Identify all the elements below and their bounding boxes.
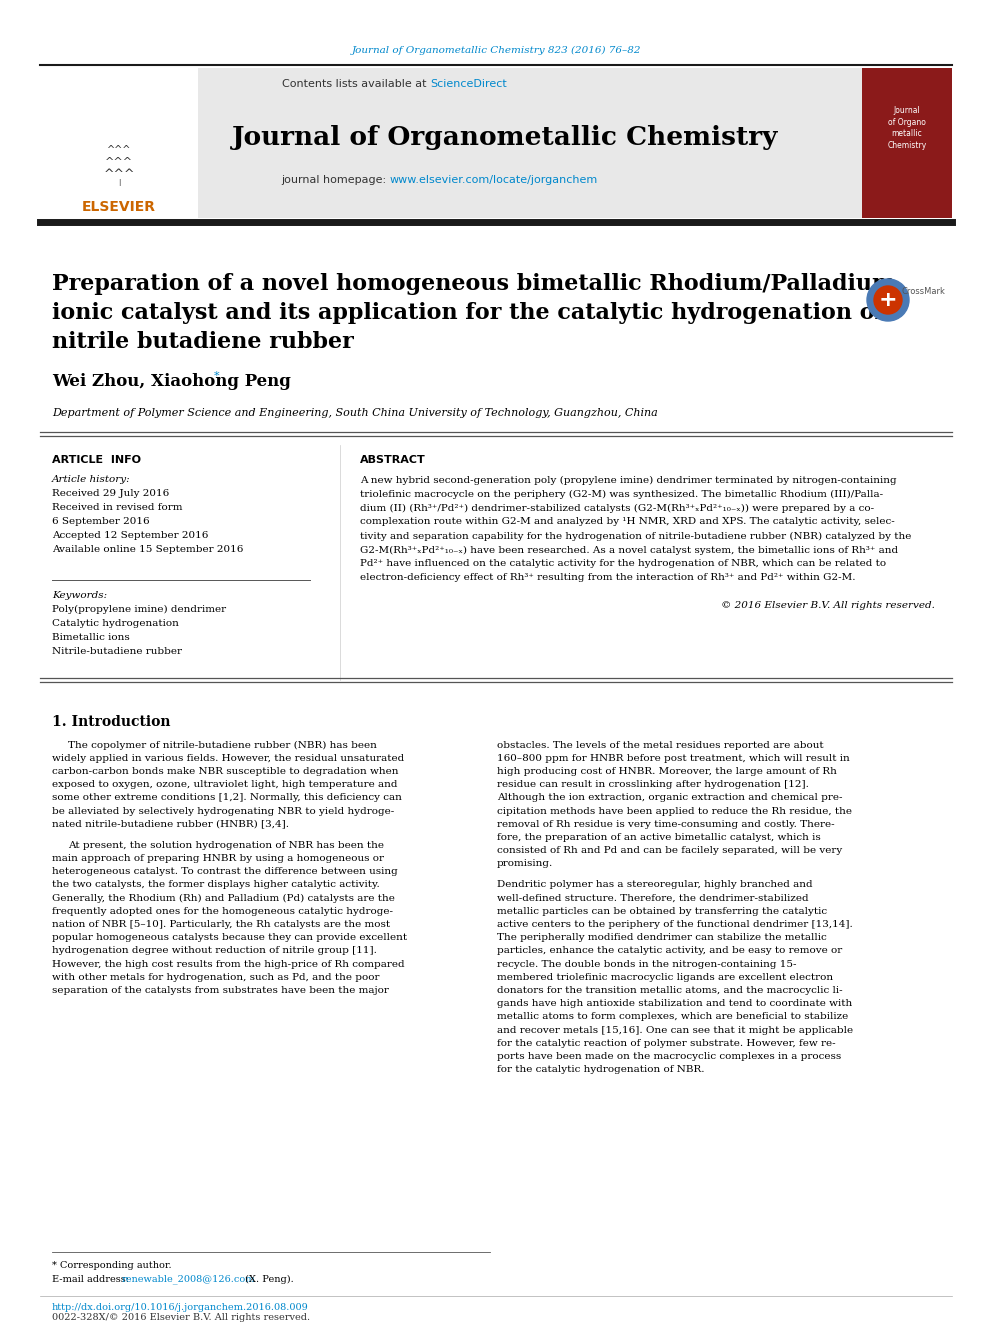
- Text: A new hybrid second-generation poly (propylene imine) dendrimer terminated by ni: A new hybrid second-generation poly (pro…: [360, 475, 897, 484]
- Text: Received in revised form: Received in revised form: [52, 504, 183, 512]
- Bar: [40, 67, 198, 218]
- Text: carbon-carbon bonds make NBR susceptible to degradation when: carbon-carbon bonds make NBR susceptible…: [52, 767, 399, 775]
- Text: membered triolefinic macrocyclic ligands are excellent electron: membered triolefinic macrocyclic ligands…: [497, 972, 833, 982]
- Text: CrossMark: CrossMark: [901, 287, 945, 296]
- Text: www.elsevier.com/locate/jorganchem: www.elsevier.com/locate/jorganchem: [390, 175, 598, 185]
- Text: (X. Peng).: (X. Peng).: [242, 1274, 294, 1283]
- Circle shape: [874, 286, 902, 314]
- Text: gands have high antioxide stabilization and tend to coordinate with: gands have high antioxide stabilization …: [497, 999, 852, 1008]
- Text: heterogeneous catalyst. To contrast the difference between using: heterogeneous catalyst. To contrast the …: [52, 867, 398, 876]
- Text: ^^^: ^^^: [103, 168, 135, 181]
- Text: tivity and separation capability for the hydrogenation of nitrile-butadiene rubb: tivity and separation capability for the…: [360, 532, 912, 541]
- Text: with other metals for hydrogenation, such as Pd, and the poor: with other metals for hydrogenation, suc…: [52, 972, 380, 982]
- Text: ^^^: ^^^: [107, 146, 131, 155]
- Text: Keywords:: Keywords:: [52, 590, 107, 599]
- Text: electron-deficiency effect of Rh³⁺ resulting from the interaction of Rh³⁺ and Pd: electron-deficiency effect of Rh³⁺ resul…: [360, 573, 855, 582]
- Text: hydrogenation degree without reduction of nitrile group [11].: hydrogenation degree without reduction o…: [52, 946, 377, 955]
- Text: 6 September 2016: 6 September 2016: [52, 517, 150, 527]
- Text: |: |: [118, 179, 120, 185]
- Text: Although the ion extraction, organic extraction and chemical pre-: Although the ion extraction, organic ext…: [497, 794, 842, 802]
- Text: main approach of preparing HNBR by using a homogeneous or: main approach of preparing HNBR by using…: [52, 855, 384, 863]
- Text: recycle. The double bonds in the nitrogen-containing 15-: recycle. The double bonds in the nitroge…: [497, 959, 797, 968]
- Text: ScienceDirect: ScienceDirect: [430, 79, 507, 89]
- Text: * Corresponding author.: * Corresponding author.: [52, 1261, 172, 1270]
- Text: Nitrile-butadiene rubber: Nitrile-butadiene rubber: [52, 647, 182, 655]
- Text: residue can result in crosslinking after hydrogenation [12].: residue can result in crosslinking after…: [497, 781, 808, 789]
- Text: popular homogeneous catalysts because they can provide excellent: popular homogeneous catalysts because th…: [52, 933, 407, 942]
- Text: ARTICLE  INFO: ARTICLE INFO: [52, 455, 141, 464]
- Text: ionic catalyst and its application for the catalytic hydrogenation of: ionic catalyst and its application for t…: [52, 302, 884, 324]
- Text: high producing cost of HNBR. Moreover, the large amount of Rh: high producing cost of HNBR. Moreover, t…: [497, 767, 837, 775]
- Circle shape: [867, 279, 909, 321]
- Text: ports have been made on the macrocyclic complexes in a process: ports have been made on the macrocyclic …: [497, 1052, 841, 1061]
- Text: Catalytic hydrogenation: Catalytic hydrogenation: [52, 618, 179, 627]
- Text: Journal
of Organo
metallic
Chemistry: Journal of Organo metallic Chemistry: [888, 106, 927, 151]
- Text: for the catalytic reaction of polymer substrate. However, few re-: for the catalytic reaction of polymer su…: [497, 1039, 835, 1048]
- Bar: [40, 67, 952, 218]
- Text: Received 29 July 2016: Received 29 July 2016: [52, 490, 170, 499]
- Text: active centers to the periphery of the functional dendrimer [13,14].: active centers to the periphery of the f…: [497, 919, 853, 929]
- Text: complexation route within G2-M and analyzed by ¹H NMR, XRD and XPS. The catalyti: complexation route within G2-M and analy…: [360, 517, 895, 527]
- Text: Bimetallic ions: Bimetallic ions: [52, 632, 130, 642]
- Text: Available online 15 September 2016: Available online 15 September 2016: [52, 545, 243, 554]
- Text: exposed to oxygen, ozone, ultraviolet light, high temperature and: exposed to oxygen, ozone, ultraviolet li…: [52, 781, 398, 789]
- Text: renewable_2008@126.com: renewable_2008@126.com: [122, 1274, 256, 1283]
- Text: Journal of Organometallic Chemistry 823 (2016) 76–82: Journal of Organometallic Chemistry 823 …: [351, 45, 641, 54]
- Text: At present, the solution hydrogenation of NBR has been the: At present, the solution hydrogenation o…: [68, 841, 384, 849]
- Text: ELSEVIER: ELSEVIER: [82, 200, 156, 214]
- Text: Dendritic polymer has a stereoregular, highly branched and: Dendritic polymer has a stereoregular, h…: [497, 880, 812, 889]
- Text: E-mail address:: E-mail address:: [52, 1274, 132, 1283]
- Text: Poly(propylene imine) dendrimer: Poly(propylene imine) dendrimer: [52, 605, 226, 614]
- Text: ^^^: ^^^: [105, 157, 133, 167]
- Text: nitrile butadiene rubber: nitrile butadiene rubber: [52, 331, 354, 353]
- Text: Pd²⁺ have influenced on the catalytic activity for the hydrogenation of NBR, whi: Pd²⁺ have influenced on the catalytic ac…: [360, 560, 886, 569]
- Text: be alleviated by selectively hydrogenating NBR to yield hydroge-: be alleviated by selectively hydrogenati…: [52, 807, 394, 815]
- Text: However, the high cost results from the high-price of Rh compared: However, the high cost results from the …: [52, 959, 405, 968]
- Text: 0022-328X/© 2016 Elsevier B.V. All rights reserved.: 0022-328X/© 2016 Elsevier B.V. All right…: [52, 1314, 310, 1323]
- Text: http://dx.doi.org/10.1016/j.jorganchem.2016.08.009: http://dx.doi.org/10.1016/j.jorganchem.2…: [52, 1303, 309, 1311]
- Text: 1. Introduction: 1. Introduction: [52, 714, 171, 729]
- Bar: [862, 67, 952, 218]
- Text: the two catalysts, the former displays higher catalytic activity.: the two catalysts, the former displays h…: [52, 880, 380, 889]
- Text: nated nitrile-butadiene rubber (HNBR) [3,4].: nated nitrile-butadiene rubber (HNBR) [3…: [52, 820, 289, 828]
- Text: cipitation methods have been applied to reduce the Rh residue, the: cipitation methods have been applied to …: [497, 807, 852, 815]
- Text: metallic atoms to form complexes, which are beneficial to stabilize: metallic atoms to form complexes, which …: [497, 1012, 848, 1021]
- Text: dium (II) (Rh³⁺/Pd²⁺) dendrimer-stabilized catalysts (G2-M(Rh³⁺ₓPd²⁺₁₀₋ₓ)) were : dium (II) (Rh³⁺/Pd²⁺) dendrimer-stabiliz…: [360, 504, 874, 512]
- Text: *: *: [214, 370, 219, 381]
- Text: Journal of Organometallic Chemistry: Journal of Organometallic Chemistry: [232, 126, 778, 151]
- Text: Contents lists available at: Contents lists available at: [282, 79, 430, 89]
- Text: for the catalytic hydrogenation of NBR.: for the catalytic hydrogenation of NBR.: [497, 1065, 704, 1074]
- Text: some other extreme conditions [1,2]. Normally, this deficiency can: some other extreme conditions [1,2]. Nor…: [52, 794, 402, 802]
- Text: separation of the catalysts from substrates have been the major: separation of the catalysts from substra…: [52, 986, 389, 995]
- Text: donators for the transition metallic atoms, and the macrocyclic li-: donators for the transition metallic ato…: [497, 986, 842, 995]
- Text: triolefinic macrocycle on the periphery (G2-M) was synthesized. The bimetallic R: triolefinic macrocycle on the periphery …: [360, 490, 883, 499]
- Text: Wei Zhou, Xiaohong Peng: Wei Zhou, Xiaohong Peng: [52, 373, 291, 390]
- Text: Accepted 12 September 2016: Accepted 12 September 2016: [52, 532, 208, 541]
- Text: frequently adopted ones for the homogeneous catalytic hydroge-: frequently adopted ones for the homogene…: [52, 906, 393, 916]
- Text: +: +: [879, 290, 898, 310]
- Text: Preparation of a novel homogeneous bimetallic Rhodium/Palladium: Preparation of a novel homogeneous bimet…: [52, 273, 896, 295]
- Text: widely applied in various fields. However, the residual unsaturated: widely applied in various fields. Howeve…: [52, 754, 405, 762]
- Text: Department of Polymer Science and Engineering, South China University of Technol: Department of Polymer Science and Engine…: [52, 407, 658, 418]
- Text: G2-M(Rh³⁺ₓPd²⁺₁₀₋ₓ) have been researched. As a novel catalyst system, the bimeta: G2-M(Rh³⁺ₓPd²⁺₁₀₋ₓ) have been researched…: [360, 545, 898, 554]
- Text: The copolymer of nitrile-butadiene rubber (NBR) has been: The copolymer of nitrile-butadiene rubbe…: [68, 741, 377, 750]
- Text: Generally, the Rhodium (Rh) and Palladium (Pd) catalysts are the: Generally, the Rhodium (Rh) and Palladiu…: [52, 893, 395, 902]
- Text: obstacles. The levels of the metal residues reported are about: obstacles. The levels of the metal resid…: [497, 741, 823, 750]
- Text: ABSTRACT: ABSTRACT: [360, 455, 426, 464]
- Text: journal homepage:: journal homepage:: [282, 175, 390, 185]
- Text: particles, enhance the catalytic activity, and be easy to remove or: particles, enhance the catalytic activit…: [497, 946, 842, 955]
- Text: metallic particles can be obtained by transferring the catalytic: metallic particles can be obtained by tr…: [497, 906, 827, 916]
- Text: Article history:: Article history:: [52, 475, 131, 484]
- Text: © 2016 Elsevier B.V. All rights reserved.: © 2016 Elsevier B.V. All rights reserved…: [721, 601, 935, 610]
- Text: 160–800 ppm for HNBR before post treatment, which will result in: 160–800 ppm for HNBR before post treatme…: [497, 754, 850, 762]
- Text: fore, the preparation of an active bimetallic catalyst, which is: fore, the preparation of an active bimet…: [497, 833, 820, 841]
- Text: consisted of Rh and Pd and can be facilely separated, will be very: consisted of Rh and Pd and can be facile…: [497, 847, 842, 855]
- Text: promising.: promising.: [497, 860, 554, 868]
- Text: The peripherally modified dendrimer can stabilize the metallic: The peripherally modified dendrimer can …: [497, 933, 826, 942]
- Text: well-defined structure. Therefore, the dendrimer-stabilized: well-defined structure. Therefore, the d…: [497, 893, 808, 902]
- Text: removal of Rh residue is very time-consuming and costly. There-: removal of Rh residue is very time-consu…: [497, 820, 834, 828]
- Text: nation of NBR [5–10]. Particularly, the Rh catalysts are the most: nation of NBR [5–10]. Particularly, the …: [52, 919, 390, 929]
- Text: and recover metals [15,16]. One can see that it might be applicable: and recover metals [15,16]. One can see …: [497, 1025, 853, 1035]
